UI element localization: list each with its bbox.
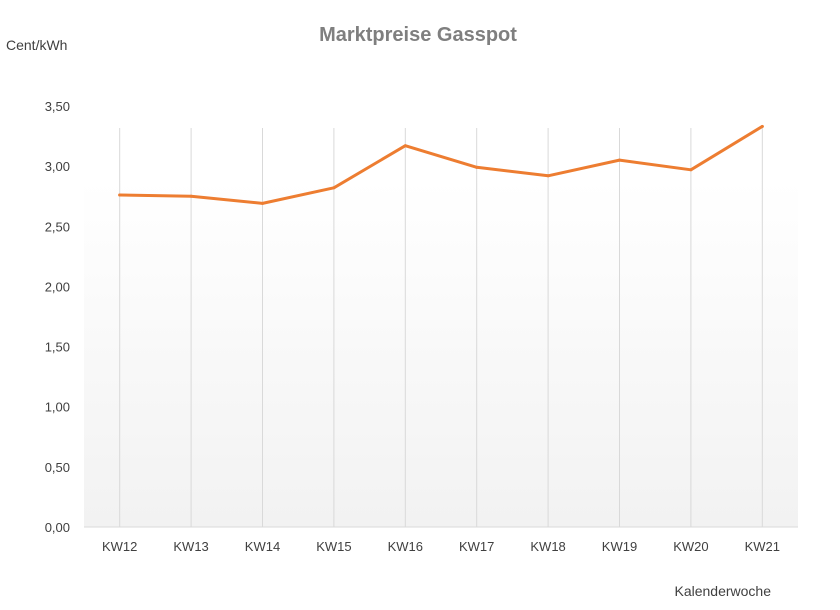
data-point-kw20 (689, 168, 693, 172)
data-point-kw15 (332, 186, 336, 190)
series-points (118, 124, 764, 205)
y-tick-label: 1,00 (45, 400, 70, 415)
data-point-kw13 (189, 194, 193, 198)
x-tick-label: KW15 (316, 539, 351, 554)
x-tick-label: KW12 (102, 539, 137, 554)
data-point-kw14 (261, 201, 264, 205)
x-tick-label: KW13 (173, 539, 208, 554)
y-tick-label: 2,00 (45, 279, 70, 294)
y-tick-label: 0,00 (45, 520, 70, 535)
x-tick-label: KW20 (673, 539, 708, 554)
chart-title: Marktpreise Gasspot (319, 24, 517, 46)
data-point-kw18 (546, 174, 550, 178)
grid-lines (119, 128, 763, 527)
data-point-kw19 (618, 158, 621, 162)
x-tick-label: KW17 (459, 539, 494, 554)
y-axis-tick-labels: 0,00 0,50 1,00 1,50 2,00 2,50 3,00 3,50 (45, 99, 70, 535)
series-line (118, 124, 764, 205)
data-point-kw21 (760, 124, 764, 128)
y-axis-label: Cent/kWh (6, 37, 67, 53)
x-tick-label: KW14 (245, 539, 280, 554)
x-axis-tick-labels: KW12 KW13 KW14 KW15 KW16 KW17 KW18 KW19 KW20 KW21 (102, 539, 780, 554)
data-point-kw17 (475, 165, 479, 169)
y-tick-label: 0,50 (45, 460, 70, 475)
plot-area (84, 180, 798, 527)
y-tick-label: 1,50 (45, 340, 70, 355)
y-tick-label: 2,50 (45, 219, 70, 234)
x-tick-label: KW21 (745, 539, 780, 554)
x-tick-label: KW18 (530, 539, 565, 554)
x-tick-label: KW16 (388, 539, 423, 554)
y-tick-label: 3,50 (45, 99, 70, 114)
data-point-kw12 (118, 193, 122, 197)
x-tick-label: KW19 (602, 539, 637, 554)
data-point-kw16 (403, 144, 407, 148)
y-tick-label: 3,00 (45, 159, 70, 174)
x-axis-label: Kalenderwoche (674, 583, 771, 599)
